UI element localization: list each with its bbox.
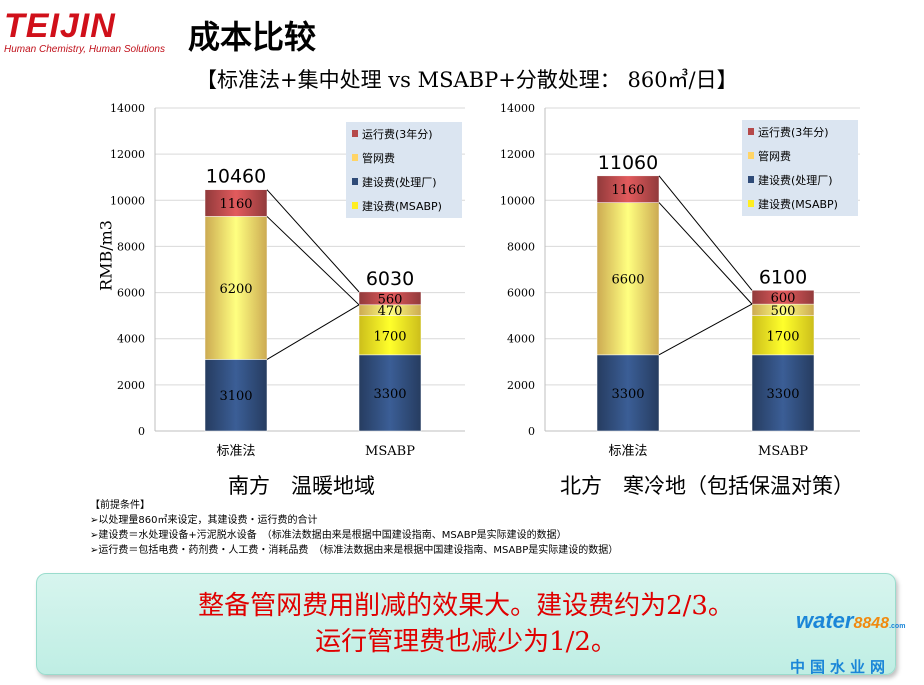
y-tick-label: 8000 [507, 240, 535, 253]
y-tick-label: 2000 [117, 379, 145, 392]
data-label-operation: 560 [378, 292, 403, 307]
x-tick-label: 标准法 [216, 444, 255, 459]
y-tick-label: 10000 [110, 194, 145, 207]
y-tick-label: 0 [528, 425, 535, 438]
bar-segment-construction_plant [358, 354, 422, 432]
legend-box [346, 122, 462, 218]
total-label: 6100 [759, 266, 807, 288]
legend-swatch-operation [352, 130, 358, 137]
series-connector-line [658, 175, 753, 291]
watermark-brand: water [796, 608, 854, 633]
data-label-operation: 1160 [219, 197, 252, 212]
legend-label-construction_plant: 建设费(处理厂) [362, 175, 437, 189]
y-tick-label: 8000 [117, 240, 145, 253]
data-label-construction_msabp: 1700 [766, 329, 799, 344]
bar-segment-operation [204, 189, 268, 217]
x-tick-label: MSABP [758, 444, 808, 459]
series-connector-line [266, 304, 360, 360]
y-tick-label: 6000 [117, 287, 145, 300]
y-tick-label: 0 [138, 425, 145, 438]
chart-subtitle: 【标准法+集中处理 vs MSABP+分散处理： 860㎥/日】 [196, 68, 738, 92]
bar-segment-pipe_network [204, 216, 268, 360]
y-tick-label: 4000 [117, 333, 145, 346]
bar-segment-construction_plant [751, 354, 815, 432]
legend-box [742, 120, 858, 216]
bar-segment-operation [751, 290, 815, 305]
premise-heading: 【前提条件】 [90, 500, 150, 511]
legend-label-operation: 运行费(3年分) [758, 125, 829, 139]
y-tick-label: 12000 [110, 148, 145, 161]
legend-swatch-construction_msabp [352, 202, 358, 209]
teijin-logo: TEIJIN [4, 7, 116, 45]
data-label-operation: 1160 [611, 183, 644, 198]
data-label-pipe_network: 470 [378, 304, 403, 319]
legend-swatch-pipe_network [352, 154, 358, 161]
conclusion-line-2: 运行管理费也减少为1/2。 [315, 627, 617, 657]
legend-swatch-construction_plant [352, 178, 358, 185]
y-tick-label: 6000 [507, 287, 535, 300]
x-tick-label: 标准法 [608, 444, 647, 459]
data-label-construction_plant: 3300 [611, 387, 644, 402]
series-connector-line [266, 216, 360, 306]
chart-caption-north: 北方 寒冷地（包括保温对策） [560, 474, 854, 498]
premise-line: ➢运行费＝包括电费・药剂费・人工费・消耗品费 （标准法数据由来是根据中国建设指南… [90, 545, 619, 556]
bar-segment-pipe_network [596, 202, 660, 356]
y-tick-label: 14000 [110, 102, 145, 115]
legend-swatch-construction_plant [748, 176, 754, 183]
legend-label-pipe_network: 管网费 [362, 151, 395, 165]
data-label-pipe_network: 6200 [219, 282, 252, 297]
logo-tagline: Human Chemistry, Human Solutions [4, 44, 165, 55]
y-tick-label: 12000 [500, 148, 535, 161]
total-label: 6030 [366, 268, 414, 290]
bar-segment-operation [358, 291, 422, 306]
data-label-construction_plant: 3300 [766, 387, 799, 402]
premise-line: ➢建设费＝水处理设备+污泥脱水设备 （标准法数据由来是根据中国建设指南、MSAB… [90, 530, 567, 541]
page-title: 成本比较 [188, 18, 317, 56]
legend-swatch-operation [748, 128, 754, 135]
series-connector-line [266, 189, 360, 293]
legend-swatch-construction_msabp [748, 200, 754, 207]
legend-label-pipe_network: 管网费 [758, 149, 791, 163]
watermark-logo: water8848.com [796, 608, 905, 634]
y-tick-label: 4000 [507, 333, 535, 346]
conclusion-line-1: 整备管网费用削减的效果大。建设费约为2/3。 [198, 591, 734, 621]
bar-segment-construction_plant [596, 354, 660, 432]
series-connector-line [658, 303, 753, 356]
series-connector-line [658, 202, 753, 305]
conclusion-box: 整备管网费用削减的效果大。建设费约为2/3。 运行管理费也减少为1/2。 [36, 573, 896, 675]
bar-segment-construction_msabp [751, 315, 815, 356]
legend-label-construction_msabp: 建设费(MSABP) [362, 199, 442, 213]
y-tick-label: 14000 [500, 102, 535, 115]
legend-label-operation: 运行费(3年分) [362, 127, 433, 141]
y-tick-label: 10000 [500, 194, 535, 207]
premise-line: ➢以处理量860㎥来设定，其建设费・运行费的合计 [90, 515, 318, 526]
data-label-construction_plant: 3300 [373, 387, 406, 402]
cost-chart-north: 0 2000 4000 6000 8000 10000 12000 14000 3300 6600… [500, 102, 860, 459]
data-label-pipe_network: 6600 [611, 273, 644, 288]
premise-conditions: 【前提条件】 ➢以处理量860㎥来设定，其建设费・运行费的合计 ➢建设费＝水处理… [90, 498, 618, 558]
chart-caption-south: 南方 温暖地域 [228, 474, 375, 498]
data-label-construction_msabp: 1700 [373, 329, 406, 344]
watermark-chinese: 中国水业网 [790, 658, 891, 676]
data-label-operation: 600 [771, 291, 796, 306]
legend-swatch-pipe_network [748, 152, 754, 159]
watermark-number: 8848 [853, 615, 890, 632]
total-label: 10460 [206, 166, 266, 188]
data-label-pipe_network: 500 [771, 304, 796, 319]
data-label-construction_plant: 3100 [219, 389, 252, 404]
legend-label-construction_plant: 建设费(处理厂) [758, 173, 833, 187]
bar-segment-construction_msabp [358, 315, 422, 356]
cost-chart-south: 0 2000 4000 6000 8000 10000 12000 14000 3100 6200… [110, 102, 465, 459]
legend-label-construction_msabp: 建设费(MSABP) [758, 197, 838, 211]
total-label: 11060 [598, 152, 658, 174]
x-tick-label: MSABP [365, 444, 415, 459]
y-tick-label: 2000 [507, 379, 535, 392]
watermark-domain: .com [889, 623, 906, 630]
bar-segment-operation [596, 175, 660, 203]
